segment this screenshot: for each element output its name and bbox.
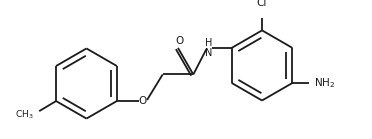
Text: H
N: H N — [205, 38, 212, 58]
Text: O: O — [175, 36, 183, 46]
Text: O: O — [139, 96, 147, 106]
Text: NH$_2$: NH$_2$ — [314, 76, 335, 90]
Text: CH$_3$: CH$_3$ — [15, 108, 34, 121]
Text: Cl: Cl — [257, 0, 267, 8]
